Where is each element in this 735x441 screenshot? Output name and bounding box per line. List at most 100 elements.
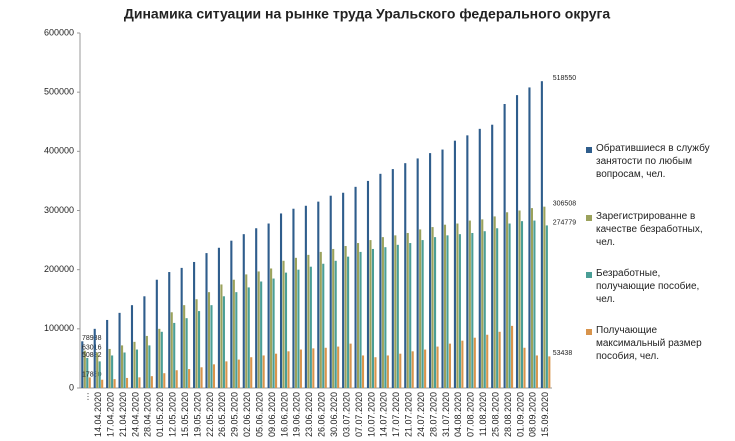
bar — [443, 224, 447, 388]
bar — [225, 361, 228, 388]
bar — [120, 345, 124, 388]
bar — [292, 208, 295, 388]
bar — [287, 351, 290, 388]
bar — [247, 287, 250, 388]
bar — [329, 195, 332, 388]
bar — [528, 87, 531, 388]
bar — [183, 305, 186, 388]
bar — [270, 268, 273, 388]
bar — [312, 348, 315, 388]
bar — [130, 305, 134, 388]
bar — [145, 335, 148, 388]
bar — [369, 240, 372, 388]
x-tick-label: 17.07.2020 — [391, 392, 401, 437]
bar — [366, 180, 370, 388]
x-tick-label: 21.07.2020 — [404, 392, 414, 437]
bar — [431, 227, 434, 388]
x-tick-label: 10.07.2020 — [366, 392, 376, 437]
bar — [396, 244, 399, 388]
bar — [371, 248, 375, 388]
bar — [173, 322, 176, 388]
bar — [262, 355, 265, 388]
bar — [304, 205, 307, 388]
bar — [543, 206, 546, 388]
bar — [540, 81, 543, 388]
bar — [473, 337, 476, 388]
bar — [518, 210, 521, 388]
bar — [483, 231, 486, 388]
x-tick-label: 17.04.2020 — [105, 392, 115, 437]
bar — [434, 237, 437, 388]
y-tick-label: 0 — [69, 382, 74, 392]
data-label: 50832 — [82, 352, 102, 359]
legend-swatch — [586, 272, 592, 278]
x-tick-label: 25.08.2020 — [490, 392, 500, 437]
legend-label: Получающие максимальный размер пособия, … — [596, 325, 702, 362]
data-label: 53438 — [553, 350, 573, 357]
bar — [106, 319, 109, 388]
bar — [232, 279, 235, 388]
bar — [230, 240, 233, 388]
legend-item: Безработные, получающие пособие, чел. — [596, 268, 700, 305]
bar — [160, 331, 163, 388]
bar — [491, 124, 494, 388]
bar — [453, 140, 456, 388]
bar — [220, 284, 223, 388]
bar — [332, 248, 335, 388]
bar — [448, 343, 452, 388]
bar — [511, 325, 514, 388]
bar — [284, 272, 288, 388]
x-tick-label: 01.09.2020 — [515, 392, 525, 437]
bar — [210, 305, 213, 388]
bar — [155, 279, 158, 388]
data-label: 306508 — [553, 200, 576, 207]
x-tick-label: 29.05.2020 — [230, 392, 240, 437]
bar — [530, 208, 533, 388]
bar — [466, 135, 469, 388]
bar — [523, 347, 526, 388]
x-tick-label: 23.06.2020 — [304, 392, 314, 437]
bar — [217, 247, 220, 388]
bar — [83, 350, 86, 388]
bar — [260, 281, 263, 388]
bar — [441, 149, 444, 388]
bar — [319, 251, 322, 388]
bar — [267, 223, 270, 388]
bar — [237, 359, 240, 388]
bar — [245, 274, 248, 388]
bar — [138, 377, 141, 388]
bar — [148, 345, 151, 388]
bar — [446, 235, 449, 388]
bar — [198, 311, 201, 388]
bar — [478, 128, 481, 388]
x-tick-label: 15.05.2020 — [180, 392, 190, 437]
bar — [212, 364, 216, 388]
bar — [337, 346, 340, 388]
x-tick-label: 24.07.2020 — [416, 392, 426, 437]
bar — [545, 225, 548, 388]
bar — [411, 351, 414, 388]
bar — [324, 347, 327, 388]
bar — [471, 232, 474, 388]
bar — [424, 349, 427, 388]
bar — [272, 278, 275, 388]
x-tick-label: 14.04.2020 — [93, 392, 103, 437]
data-label: 78938 — [82, 335, 102, 342]
y-tick-label: 300000 — [44, 205, 74, 215]
y-tick-label: 100000 — [44, 323, 74, 333]
bar — [143, 296, 146, 388]
bar — [533, 220, 536, 388]
bar — [347, 256, 350, 388]
bar — [317, 201, 320, 388]
bar — [456, 223, 459, 388]
legend-label: Безработные, получающие пособие, чел. — [596, 268, 700, 305]
bar — [123, 352, 126, 388]
bar — [394, 235, 397, 388]
bar — [384, 247, 387, 388]
x-tick-label: 28.08.2020 — [503, 392, 513, 437]
bar — [299, 349, 302, 388]
legend-swatch — [586, 329, 592, 335]
bar — [342, 192, 345, 388]
bar — [498, 331, 501, 388]
bar — [515, 95, 519, 388]
